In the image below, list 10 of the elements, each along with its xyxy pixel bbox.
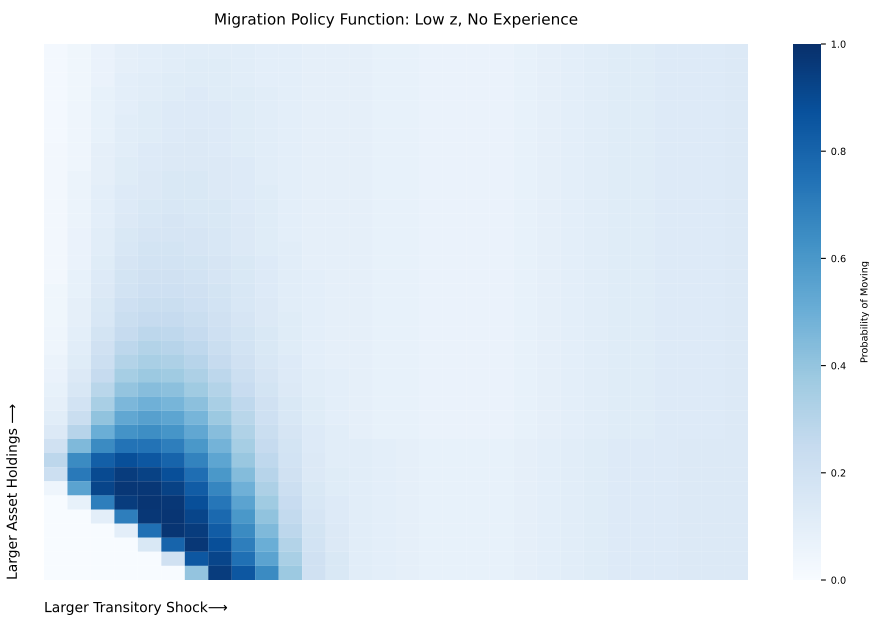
x-axis-title: Larger Transitory Shock⟶ bbox=[45, 602, 228, 615]
color-bar-title: Probability of Moving bbox=[860, 262, 869, 362]
color-bar-label: 0.8 bbox=[831, 148, 846, 156]
y-axis-title: Larger Asset Holdings ⟶ bbox=[6, 404, 20, 579]
color-bar-label: 0.2 bbox=[831, 469, 846, 477]
color-bar-label: 0.6 bbox=[831, 254, 846, 262]
color-bar-label: 0.0 bbox=[831, 576, 846, 584]
chart-title: Migration Policy Function: Low z, No Experience bbox=[215, 12, 578, 28]
color-bar-label: 1.0 bbox=[832, 40, 846, 48]
color-bar-label: 0.4 bbox=[831, 362, 846, 370]
